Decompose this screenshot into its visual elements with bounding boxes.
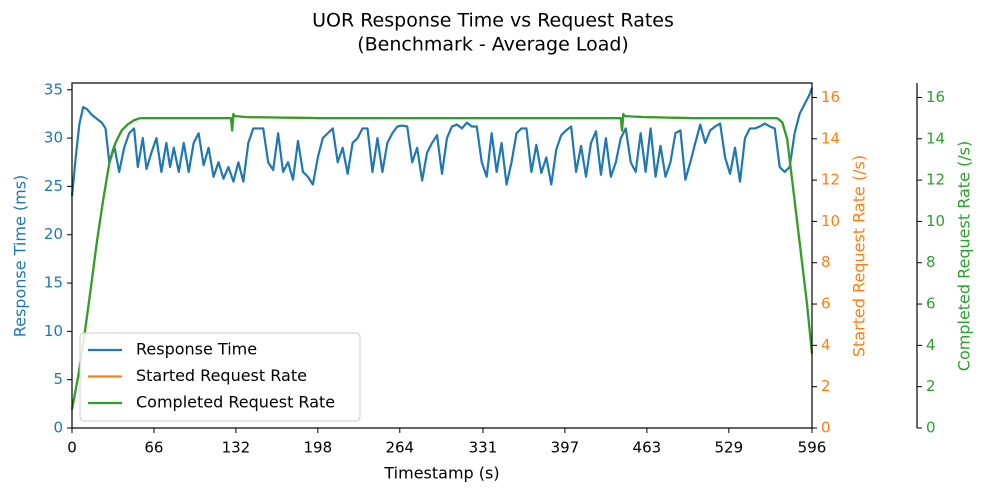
y-tick-label: 2 (821, 377, 831, 395)
y-tick-label: 6 (821, 295, 831, 313)
y-tick-label: 30 (44, 129, 63, 147)
y-tick-label: 2 (926, 377, 936, 395)
x-axis-label: Timestamp (s) (383, 464, 499, 483)
x-tick-label: 331 (469, 439, 498, 457)
legend-label: Response Time (136, 340, 257, 359)
y-tick-label: 25 (44, 177, 63, 195)
chart-title: UOR Response Time vs Request Rates (312, 10, 674, 32)
y-tick-label: 10 (926, 212, 945, 230)
x-tick-label: 132 (222, 439, 251, 457)
x-tick-label: 198 (304, 439, 333, 457)
y-axis-label: Response Time (ms) (11, 175, 30, 338)
y3-axis-label: Completed Request Rate (/s) (955, 141, 974, 371)
y-tick-label: 4 (821, 336, 831, 354)
y-tick-label: 0 (821, 419, 831, 437)
y-tick-label: 16 (926, 88, 945, 106)
line-2 (70, 112, 814, 410)
x-tick-label: 463 (633, 439, 662, 457)
x-tick-label: 66 (144, 439, 163, 457)
y-tick-label: 16 (821, 88, 840, 106)
line-0 (70, 87, 814, 197)
y-tick-label: 14 (926, 129, 945, 147)
legend-box (79, 332, 361, 422)
y-tick-label: 4 (926, 336, 936, 354)
y-tick-label: 10 (821, 212, 840, 230)
plot-frame (71, 82, 813, 429)
y-tick-label: 0 (926, 419, 936, 437)
x-tick-label: 0 (67, 439, 77, 457)
y-tick-label: 0 (53, 419, 63, 437)
x-tick-label: 397 (551, 439, 580, 457)
x-tick-label: 596 (798, 439, 827, 457)
y-tick-label: 5 (53, 370, 63, 388)
legend-label: Completed Request Rate (136, 393, 335, 412)
y-tick-label: 35 (44, 80, 63, 98)
y-tick-label: 8 (926, 253, 936, 271)
y-tick-label: 20 (44, 225, 63, 243)
x-tick-label: 529 (714, 439, 743, 457)
y-tick-label: 8 (821, 253, 831, 271)
y-tick-label: 12 (926, 171, 945, 189)
y-tick-label: 12 (821, 171, 840, 189)
y2-axis-label: Started Request Rate (/s) (850, 155, 869, 357)
y-tick-label: 14 (821, 129, 840, 147)
legend-label: Started Request Rate (136, 366, 307, 385)
y-tick-label: 15 (44, 274, 63, 292)
y-tick-label: 10 (44, 322, 63, 340)
y-tick-label: 6 (926, 295, 936, 313)
x-tick-label: 264 (385, 439, 414, 457)
chart-subtitle: (Benchmark - Average Load) (357, 34, 629, 56)
